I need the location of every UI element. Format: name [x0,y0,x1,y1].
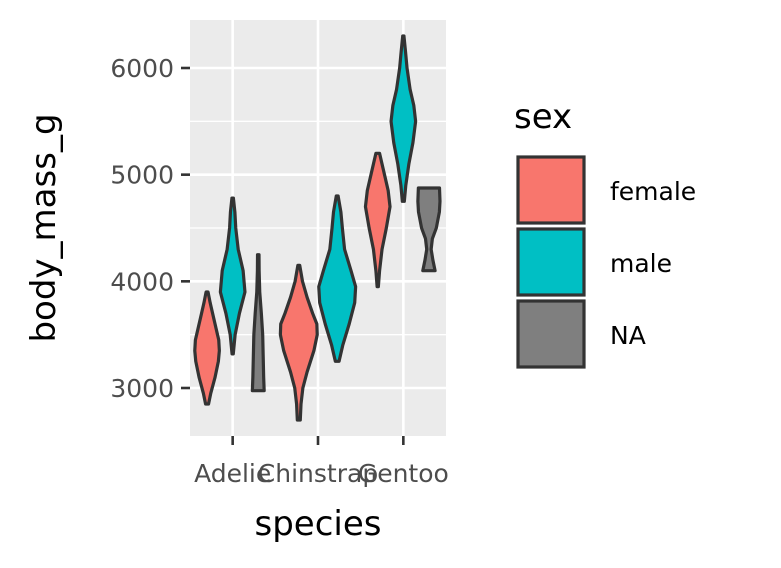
legend-key-na [516,299,586,369]
legend-key-female [516,155,586,225]
legend-title: sex [514,97,572,137]
x-tick-label: Gentoo [358,459,449,488]
legend-key-male [516,227,586,297]
violin-gentoo-na [416,186,442,273]
violin-gentoo-male [389,34,418,203]
x-tick-label: Chinstrap [258,459,378,488]
legend-label: male [610,249,672,278]
x-axis-title: species [255,504,382,544]
y-axis-title: body_mass_g [24,113,64,342]
y-tick-label: 5000 [110,161,174,190]
violin-chinstrap-male [317,194,358,363]
legend-label: female [610,177,696,206]
violin-gentoo-female [363,151,392,289]
y-tick-label: 6000 [110,54,174,83]
legend-label: NA [610,321,646,350]
legend: sex female male NA [514,97,696,369]
y-tick-label: 4000 [110,267,174,296]
x-tick-label: Adelie [194,459,271,488]
y-tick-label: 3000 [110,374,174,403]
violin-adelie-male [218,196,247,356]
violin-chinstrap-female [278,263,319,422]
violin-adelie-female [193,290,221,406]
y-axis: 3000 4000 5000 6000 [110,54,190,403]
violin-adelie-na [250,253,266,393]
violins [193,34,442,422]
